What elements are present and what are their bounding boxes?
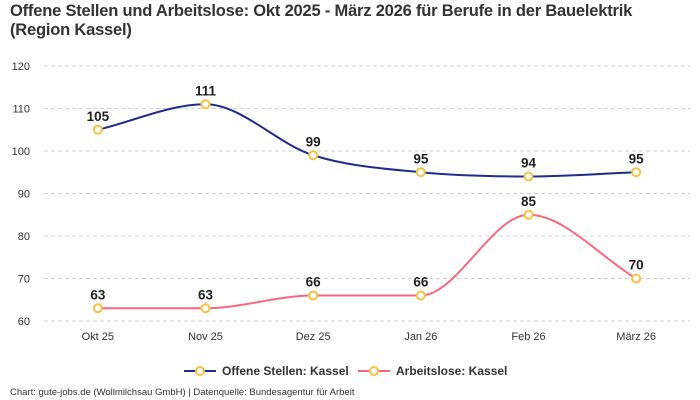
- data-label: 63: [90, 287, 106, 302]
- grid: [44, 65, 690, 322]
- chart-title: Offene Stellen und Arbeitslose: Okt 2025…: [10, 2, 633, 39]
- x-tick-label: März 26: [616, 331, 656, 343]
- x-tick-label: Okt 25: [82, 331, 114, 343]
- y-tick-label: 70: [18, 274, 30, 286]
- data-label: 85: [521, 194, 537, 209]
- data-label: 66: [413, 275, 429, 290]
- data-point[interactable]: [200, 99, 211, 110]
- chart-credits: Chart: gute-jobs.de (Wollmilchsau GmbH) …: [10, 387, 355, 398]
- data-label: 66: [306, 275, 322, 290]
- data-label: 111: [195, 83, 217, 98]
- data-point[interactable]: [631, 273, 642, 284]
- legend-label: Arbeitslose: Kassel: [396, 364, 507, 378]
- x-tick-label: Feb 26: [511, 331, 545, 343]
- legend: Offene Stellen: Kassel Arbeitslose: Kasse…: [184, 364, 507, 378]
- y-tick-label: 110: [12, 104, 30, 116]
- y-tick-label: 90: [18, 189, 30, 201]
- series-line: [97, 213, 637, 310]
- data-point[interactable]: [415, 167, 426, 178]
- series-line: [97, 103, 637, 178]
- data-label: 63: [198, 287, 214, 302]
- data-point[interactable]: [631, 167, 642, 178]
- x-axis: Okt 25 Nov 25 Dez 25 Jan 26 Feb 26 März 26: [82, 331, 656, 343]
- data-label: 105: [87, 109, 110, 124]
- legend-marker-icon: [195, 366, 205, 376]
- data-label: 99: [306, 134, 321, 149]
- legend-item[interactable]: Arbeitslose: Kassel: [358, 364, 507, 378]
- y-tick-label: 120: [12, 61, 30, 73]
- x-tick-label: Jan 26: [404, 331, 437, 343]
- y-tick-label: 80: [18, 231, 30, 243]
- x-tick-label: Dez 25: [296, 331, 331, 343]
- data-point[interactable]: [523, 209, 534, 220]
- legend-label: Offene Stellen: Kassel: [222, 364, 349, 378]
- series: 105 111 99 95 94 95 63 63 66 66 85 70: [87, 83, 645, 314]
- data-point[interactable]: [308, 150, 319, 161]
- data-point[interactable]: [523, 171, 534, 182]
- x-tick-label: Nov 25: [188, 331, 223, 343]
- series-0: 105 111 99 95 94 95: [87, 83, 645, 182]
- y-tick-label: 100: [12, 146, 30, 158]
- data-point[interactable]: [92, 124, 103, 135]
- data-point[interactable]: [415, 290, 426, 301]
- series-1: 63 63 66 66 85 70: [90, 194, 644, 314]
- legend-item[interactable]: Offene Stellen: Kassel: [184, 364, 349, 378]
- data-label: 70: [629, 258, 644, 273]
- y-tick-label: 60: [18, 316, 30, 328]
- data-label: 95: [629, 151, 645, 166]
- data-point[interactable]: [92, 303, 103, 314]
- data-point[interactable]: [200, 303, 211, 314]
- data-label: 95: [413, 151, 429, 166]
- y-axis: 60 70 80 90 100 110 120: [12, 61, 30, 328]
- data-label: 94: [521, 156, 537, 171]
- legend-marker-icon: [369, 366, 379, 376]
- data-point[interactable]: [308, 290, 319, 301]
